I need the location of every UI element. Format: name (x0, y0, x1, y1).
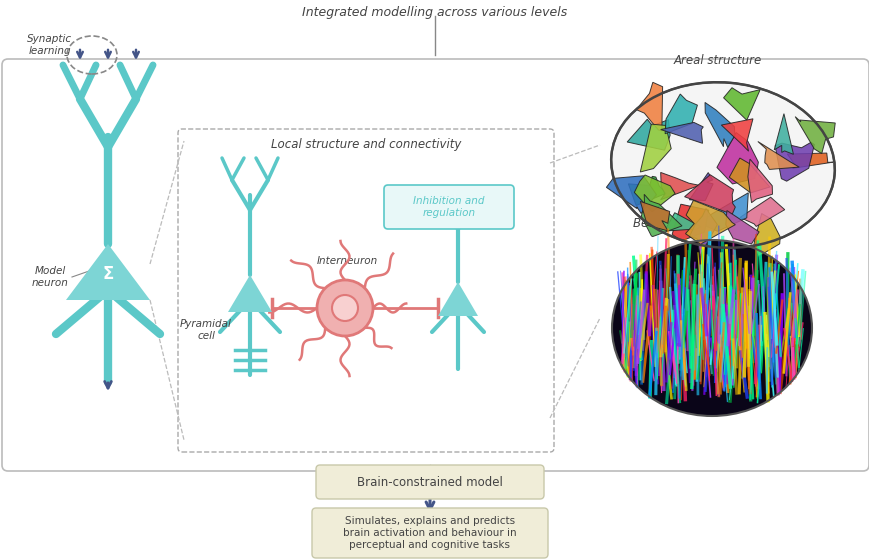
Polygon shape (688, 208, 717, 256)
Polygon shape (606, 176, 656, 213)
Text: Local structure and connectivity: Local structure and connectivity (270, 138, 461, 151)
Polygon shape (774, 142, 813, 181)
Polygon shape (704, 102, 734, 147)
Text: Integrated modelling across various levels: Integrated modelling across various leve… (302, 6, 567, 19)
Text: Areal structure: Areal structure (673, 54, 761, 67)
Polygon shape (716, 133, 758, 184)
FancyBboxPatch shape (2, 59, 868, 471)
Polygon shape (723, 88, 760, 120)
Polygon shape (228, 275, 272, 312)
Ellipse shape (611, 240, 811, 416)
FancyBboxPatch shape (178, 129, 554, 452)
Polygon shape (665, 94, 697, 134)
Polygon shape (757, 142, 799, 170)
Circle shape (332, 295, 357, 321)
Polygon shape (640, 202, 669, 231)
Polygon shape (747, 159, 772, 203)
Polygon shape (688, 172, 713, 200)
Polygon shape (437, 282, 477, 316)
FancyBboxPatch shape (312, 508, 547, 558)
Polygon shape (685, 200, 734, 244)
Polygon shape (684, 175, 734, 214)
Text: Model
neuron: Model neuron (31, 266, 69, 288)
Text: Interneuron: Interneuron (316, 256, 377, 266)
Polygon shape (660, 172, 699, 200)
Text: Σ: Σ (103, 265, 114, 283)
Polygon shape (773, 114, 793, 155)
Text: Simulates, explains and predicts
brain activation and behaviour in
perceptual an: Simulates, explains and predicts brain a… (342, 516, 516, 549)
Polygon shape (720, 119, 752, 151)
Polygon shape (634, 175, 674, 212)
Polygon shape (705, 193, 747, 231)
Text: Between-area connectivity: Between-area connectivity (632, 217, 790, 230)
Text: Pyramidal
cell: Pyramidal cell (180, 319, 232, 341)
Polygon shape (794, 116, 834, 153)
Polygon shape (640, 194, 681, 236)
Polygon shape (665, 213, 700, 231)
Polygon shape (640, 124, 671, 172)
Polygon shape (740, 197, 784, 226)
Ellipse shape (611, 82, 834, 248)
Circle shape (316, 280, 373, 336)
Polygon shape (627, 119, 669, 150)
Text: Inhibition and
regulation: Inhibition and regulation (413, 196, 484, 218)
FancyBboxPatch shape (383, 185, 514, 229)
Polygon shape (627, 176, 666, 206)
Text: Brain-constrained model: Brain-constrained model (356, 475, 502, 488)
Polygon shape (753, 213, 779, 256)
Polygon shape (725, 211, 759, 244)
Polygon shape (635, 82, 662, 131)
Polygon shape (66, 244, 149, 300)
Text: Synaptic
learning: Synaptic learning (28, 34, 72, 56)
Polygon shape (672, 204, 708, 241)
Polygon shape (660, 123, 702, 143)
Polygon shape (786, 153, 832, 169)
FancyBboxPatch shape (315, 465, 543, 499)
Polygon shape (728, 158, 769, 193)
